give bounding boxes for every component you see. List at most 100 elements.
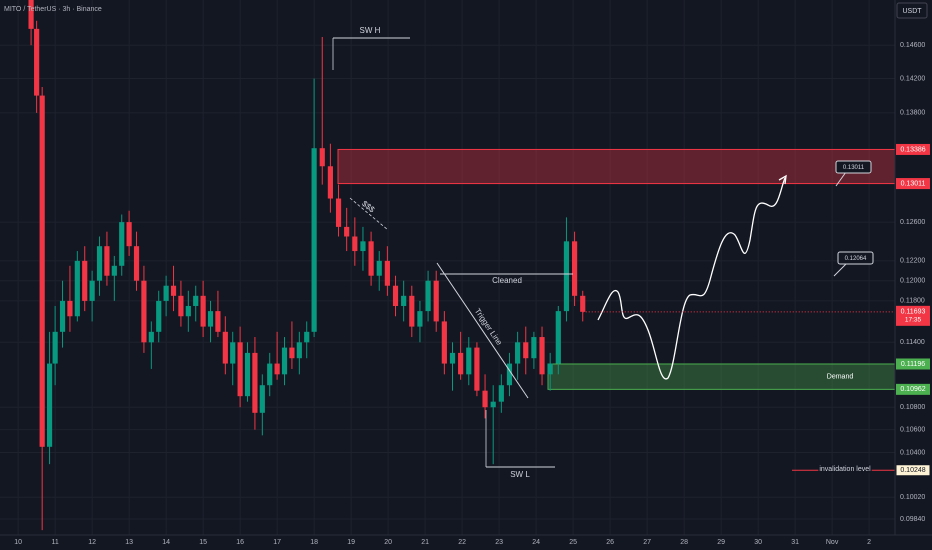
candle-body bbox=[59, 300, 66, 332]
current-price-box bbox=[896, 305, 930, 326]
candle-body bbox=[170, 285, 177, 296]
invalidation-box bbox=[895, 464, 931, 477]
candles bbox=[28, 0, 586, 531]
x-tick-label: 25 bbox=[569, 539, 577, 546]
candle-body bbox=[46, 363, 53, 447]
grid bbox=[0, 0, 895, 535]
note-label: 0.12064 bbox=[845, 256, 867, 262]
zone-price-label: 0.13386 bbox=[900, 146, 925, 153]
candle-body bbox=[28, 0, 34, 29]
candle-body bbox=[506, 363, 513, 386]
candle-body bbox=[547, 363, 553, 375]
zone bbox=[337, 148, 896, 185]
candle-body bbox=[237, 342, 243, 397]
price-axis bbox=[895, 0, 932, 550]
y-tick-label: 0.09840 bbox=[900, 516, 925, 523]
candle-body bbox=[335, 198, 342, 227]
swing-high-label: SW H bbox=[360, 26, 381, 35]
candle-body bbox=[466, 347, 472, 375]
candle-body bbox=[563, 241, 570, 312]
invalidation-label: invalidation level bbox=[819, 466, 871, 473]
projection-arrow bbox=[778, 174, 787, 185]
candle-body bbox=[230, 342, 236, 364]
candle-body bbox=[178, 295, 184, 317]
x-tick-label: 24 bbox=[532, 539, 540, 546]
candle-body bbox=[185, 305, 191, 317]
candle-body bbox=[274, 363, 280, 375]
y-tick-label: 0.10600 bbox=[900, 427, 925, 434]
note-box bbox=[837, 251, 874, 265]
note-label: 0.13011 bbox=[843, 165, 865, 171]
x-tick-label: 10 bbox=[14, 539, 22, 546]
candle-body bbox=[304, 331, 310, 343]
candle-body bbox=[267, 363, 273, 386]
x-tick-label: 18 bbox=[310, 539, 318, 546]
candle-body bbox=[384, 260, 390, 286]
zone-price-box bbox=[896, 383, 930, 395]
candle-body bbox=[281, 347, 288, 375]
candle-body bbox=[490, 401, 496, 408]
x-tick-label: 17 bbox=[273, 539, 281, 546]
candle-body bbox=[200, 295, 206, 327]
candle-body bbox=[482, 390, 488, 408]
y-tick-label: 0.12600 bbox=[900, 219, 925, 226]
candle-body bbox=[96, 246, 103, 281]
x-tick-label: 13 bbox=[125, 539, 133, 546]
candle-body bbox=[449, 352, 456, 364]
y-tick-label: 0.14600 bbox=[900, 42, 925, 49]
x-tick-label: 2 bbox=[867, 539, 871, 546]
y-tick-label: 0.12000 bbox=[900, 278, 925, 285]
candle-body bbox=[352, 236, 358, 252]
invalidation-price: 0.10248 bbox=[900, 467, 925, 474]
candle-body bbox=[289, 347, 295, 359]
candle-body bbox=[474, 347, 480, 391]
zone-price-box bbox=[896, 358, 930, 370]
candle-body bbox=[148, 331, 154, 343]
candle-body bbox=[111, 265, 117, 276]
candle-body bbox=[580, 295, 586, 312]
zone-label: Demand bbox=[827, 374, 854, 381]
x-tick-label: 14 bbox=[162, 539, 170, 546]
candle-body bbox=[82, 260, 88, 301]
currency: USDT bbox=[902, 8, 922, 15]
candle-body bbox=[531, 337, 537, 359]
candle-body bbox=[319, 148, 325, 167]
candle-body bbox=[74, 260, 80, 317]
current-price-label: 0.11693 bbox=[901, 309, 926, 316]
note-box bbox=[835, 160, 872, 174]
zone-price-box bbox=[896, 178, 930, 190]
x-tick-label: 30 bbox=[754, 539, 762, 546]
candle-body bbox=[523, 342, 529, 359]
candle-body bbox=[539, 337, 545, 375]
x-tick-label: 16 bbox=[236, 539, 244, 546]
y-tick-label: 0.10800 bbox=[900, 404, 925, 411]
candle-body bbox=[458, 352, 464, 375]
x-tick-label: 28 bbox=[680, 539, 688, 546]
x-tick-label: 29 bbox=[717, 539, 725, 546]
candle-body bbox=[207, 311, 214, 327]
candle-body bbox=[425, 280, 431, 312]
candle-body bbox=[89, 280, 95, 301]
candle-body bbox=[222, 331, 228, 364]
y-tick-label: 0.11400 bbox=[900, 339, 925, 346]
x-tick-label: 12 bbox=[88, 539, 96, 546]
candle-body bbox=[67, 300, 73, 317]
zone-price-label: 0.11196 bbox=[901, 361, 925, 368]
x-tick-label: 19 bbox=[347, 539, 355, 546]
currency-box bbox=[896, 2, 928, 19]
chart-title: MITO / TetherUS · 3h · Binance bbox=[4, 6, 102, 13]
candle-body bbox=[555, 311, 561, 364]
candle-body bbox=[126, 222, 132, 247]
candle-body bbox=[417, 311, 423, 327]
x-tick-label: 21 bbox=[421, 539, 429, 546]
liquidity-line bbox=[349, 197, 389, 231]
x-tick-label: 20 bbox=[384, 539, 392, 546]
candle-body bbox=[433, 280, 439, 322]
x-tick-label: 27 bbox=[643, 539, 651, 546]
candle-body bbox=[376, 260, 382, 276]
candle-body bbox=[515, 342, 521, 364]
x-tick-label: 26 bbox=[606, 539, 614, 546]
projection-path bbox=[597, 177, 786, 380]
note-pointer bbox=[835, 171, 847, 187]
axis-labels: 0.14600 0.14200 0.13800 0.12600 0.12200 0.120… bbox=[14, 42, 931, 546]
